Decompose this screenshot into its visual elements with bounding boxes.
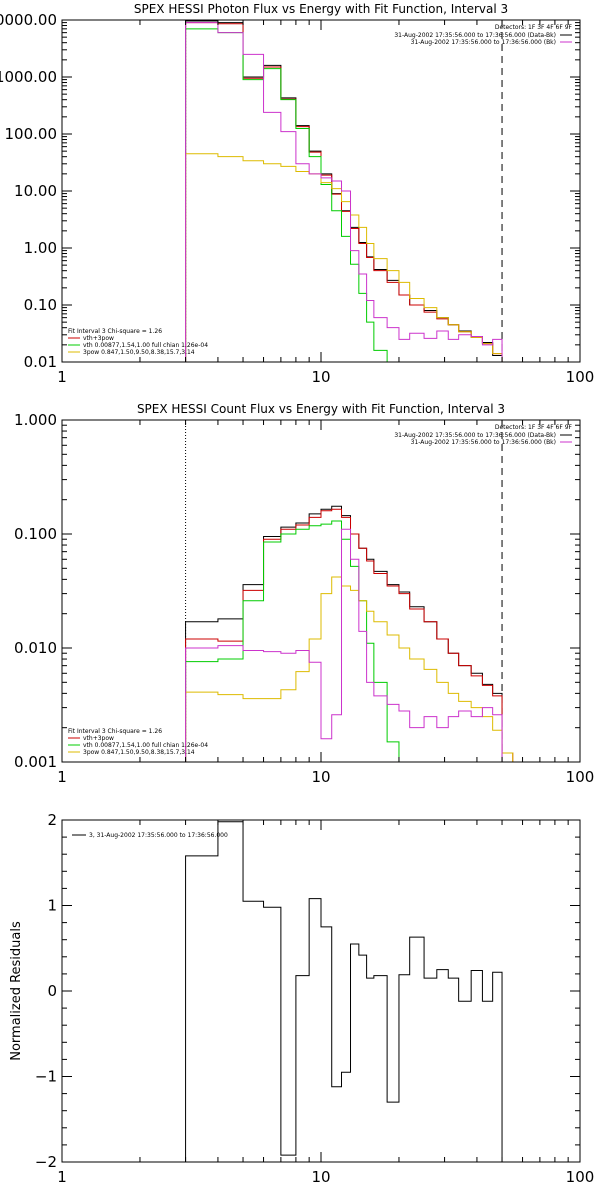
header-line-text: 31-Aug-2002 17:35:56.000 to 17:36:56.000… — [394, 32, 556, 39]
legend-entry: vth+3pow — [83, 735, 114, 742]
legend-entry: vth+3pow — [83, 335, 114, 342]
series-line-data-bk — [185, 20, 503, 362]
x-tick-label: 1 — [57, 1168, 67, 1186]
y-tick-label: 1.00 — [24, 239, 57, 257]
x-tick-label: 100 — [566, 368, 595, 386]
chart-title: SPEX HESSI Photon Flux vs Energy with Fi… — [134, 2, 508, 16]
legend-entry: vth 0.00877,1.54,1.00 full chian 1.26e-0… — [83, 742, 208, 749]
legend-heading: Fit Interval 3 Chi-square = 1.26 — [68, 328, 162, 335]
series-line-vth-3pow — [185, 508, 514, 762]
series-line-vth — [185, 520, 400, 762]
y-tick-label: 1.000 — [14, 411, 57, 429]
detectors-label: Detectors: 1F 3F 4F 6F 9F — [495, 24, 573, 31]
residuals-panel: 1 10 100 −2 −1 0 1 2 Normalized Residuals 3, 31-A… — [9, 811, 594, 1186]
y-tick-label: 0.010 — [14, 639, 57, 657]
series-line-bk — [185, 528, 503, 762]
detectors-label: Detectors: 1F 3F 4F 6F 9F — [495, 424, 573, 431]
y-tick-label: 1 — [47, 897, 57, 915]
series-group — [185, 505, 524, 762]
legend-entry: 3, 31-Aug-2002 17:35:56.000 to 17:36:56.… — [89, 832, 228, 839]
y-axis-label: Normalized Residuals — [9, 921, 24, 1061]
y-tick-label: 10.00 — [14, 182, 57, 200]
x-tick-label: 1 — [57, 368, 67, 386]
y-tick-label: 0.001 — [14, 753, 57, 771]
x-tick-label: 10 — [311, 368, 330, 386]
count-flux-panel: SPEX HESSI Count Flux vs Energy with Fit… — [14, 402, 594, 786]
photon-flux-panel: SPEX HESSI Photon Flux vs Energy with Fi… — [0, 2, 594, 386]
y-tick-label: 2 — [47, 811, 57, 829]
y-tick-label: 0 — [47, 982, 57, 1000]
y-tick-label: −1 — [35, 1068, 57, 1086]
legend-entry: 3pow 0.847,1.50,9.50,8.38,15.7,3.14 — [83, 349, 195, 356]
x-tick-label: 100 — [566, 1168, 595, 1186]
series-line-vth — [185, 28, 400, 362]
y-tick-label: 0.100 — [14, 525, 57, 543]
legend-entry: vth 0.00877,1.54,1.00 full chian 1.26e-0… — [83, 342, 208, 349]
legend-heading: Fit Interval 3 Chi-square = 1.26 — [68, 728, 162, 735]
series-line-data-bk — [185, 505, 503, 762]
x-tick-label: 100 — [566, 768, 595, 786]
y-tick-label: 0.10 — [24, 296, 57, 314]
x-tick-label: 10 — [311, 1168, 330, 1186]
header-line-text: 31-Aug-2002 17:35:56.000 to 17:36:56.000… — [411, 439, 556, 446]
chart-title: SPEX HESSI Count Flux vs Energy with Fit… — [137, 402, 505, 416]
series-group — [185, 20, 524, 362]
y-tick-label: 1000.00 — [0, 68, 57, 86]
y-tick-label: 0.01 — [24, 353, 57, 371]
x-tick-label: 1 — [57, 768, 67, 786]
series-line-residuals — [185, 821, 503, 1162]
y-tick-label: 100.00 — [5, 125, 58, 143]
header-line-text: 31-Aug-2002 17:35:56.000 to 17:36:56.000… — [394, 432, 556, 439]
x-tick-label: 10 — [311, 768, 330, 786]
series-line-vth-3pow — [185, 22, 514, 362]
series-line-3pow — [185, 576, 524, 762]
y-tick-label: 10000.00 — [0, 11, 57, 29]
y-tick-label: −2 — [35, 1153, 57, 1171]
series-line-3pow — [185, 153, 524, 362]
series-group — [185, 821, 503, 1162]
series-line-bk — [185, 22, 503, 362]
legend-entry: 3pow 0.847,1.50,9.50,8.38,15.7,3.14 — [83, 749, 195, 756]
header-line-text: 31-Aug-2002 17:35:56.000 to 17:36:56.000… — [411, 39, 556, 46]
